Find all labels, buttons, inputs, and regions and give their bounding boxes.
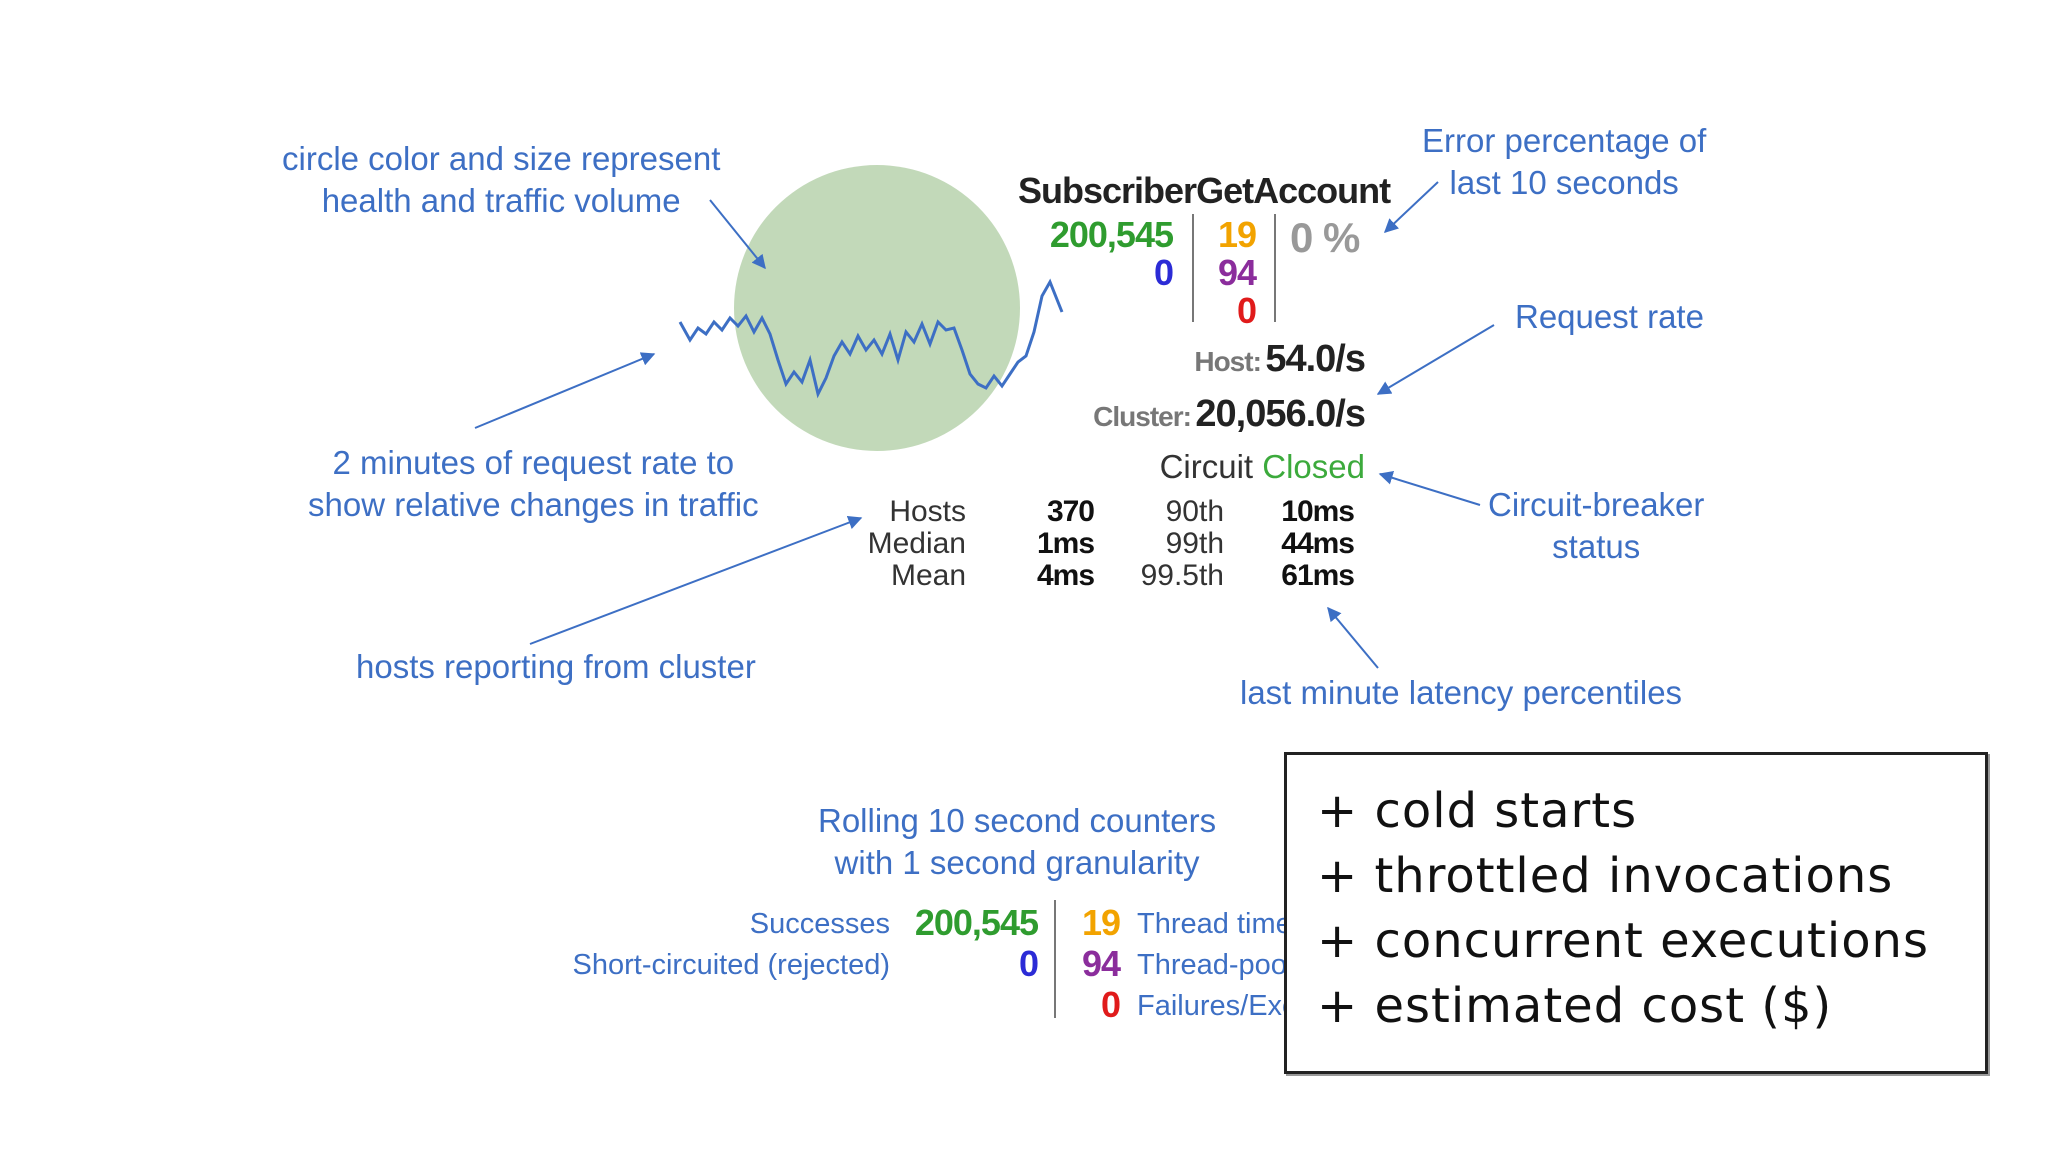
annotation-error-line2: last 10 seconds bbox=[1449, 164, 1679, 201]
counter-short-value: 0 bbox=[1018, 943, 1039, 984]
successes-label: Successes bbox=[749, 908, 890, 940]
rejected-count: 94 bbox=[1217, 252, 1257, 293]
circuit-label: Circuit bbox=[1159, 448, 1254, 485]
thread-timeout-label: Thread time bbox=[1137, 908, 1292, 940]
annotation-two-min-line2: show relative changes in traffic bbox=[308, 486, 759, 523]
annotation-breaker-line2: status bbox=[1552, 528, 1641, 565]
command-name: SubscriberGetAccount bbox=[1018, 170, 1391, 211]
hosts-value: 370 bbox=[1046, 495, 1095, 528]
host-rate-row: Host: 54.0/s bbox=[1194, 338, 1366, 381]
p99-value: 44ms bbox=[1281, 527, 1355, 560]
host-label: Host: bbox=[1194, 346, 1262, 377]
metrics-overlay-box: + cold starts + throttled invocations + … bbox=[1284, 752, 1988, 1074]
thread-pool-label: Thread-poo bbox=[1137, 949, 1287, 981]
annotation-two-min-line1: 2 minutes of request rate to bbox=[332, 444, 735, 481]
annotation-error-percentage: Error percentage of last 10 seconds bbox=[1422, 120, 1706, 204]
annotation-error-line1: Error percentage of bbox=[1422, 122, 1707, 159]
failures-label: Failures/Exc bbox=[1137, 990, 1297, 1022]
annotation-circle-line2: health and traffic volume bbox=[321, 182, 681, 219]
annotation-latency: last minute latency percentiles bbox=[1240, 674, 1683, 711]
p90-label: 90th bbox=[1165, 495, 1224, 528]
annotation-circle: circle color and size represent health a… bbox=[282, 138, 720, 222]
annotation-circuit-breaker: Circuit-breaker status bbox=[1488, 484, 1704, 568]
overlay-item-cold-starts: + cold starts bbox=[1317, 783, 1638, 839]
counter-pool-value: 94 bbox=[1081, 943, 1121, 984]
circuit-state: Closed bbox=[1262, 448, 1365, 485]
mean-value: 4ms bbox=[1036, 559, 1095, 592]
health-circle bbox=[734, 165, 1020, 451]
median-value: 1ms bbox=[1036, 527, 1095, 560]
divider-2 bbox=[1274, 214, 1276, 322]
overlay-item-throttled: + throttled invocations bbox=[1317, 848, 1894, 904]
short-circuited-label: Short-circuited (rejected) bbox=[572, 949, 891, 981]
annotation-two-minutes: 2 minutes of request rate to show relati… bbox=[308, 442, 759, 526]
counter-successes-value: 200,545 bbox=[914, 902, 1039, 943]
cluster-label: Cluster: bbox=[1093, 401, 1192, 432]
median-label: Median bbox=[867, 527, 966, 560]
p995-value: 61ms bbox=[1281, 559, 1355, 592]
annotation-rolling-line1: Rolling 10 second counters bbox=[818, 802, 1217, 839]
error-percentage: 0 % bbox=[1290, 214, 1360, 261]
counter-timeout-value: 19 bbox=[1081, 902, 1121, 943]
short-circuit-count: 0 bbox=[1153, 252, 1174, 293]
cluster-rate: 20,056.0/s bbox=[1195, 393, 1366, 435]
p99-label: 99th bbox=[1165, 527, 1224, 560]
timeout-count: 19 bbox=[1217, 214, 1257, 255]
annotation-circle-line1: circle color and size represent bbox=[282, 140, 721, 177]
mean-label: Mean bbox=[890, 559, 966, 592]
overlay-item-cost: + estimated cost ($) bbox=[1317, 978, 1833, 1034]
circuit-status: Circuit Closed bbox=[1160, 448, 1365, 486]
p90-value: 10ms bbox=[1281, 495, 1355, 528]
annotation-rolling-counters: Rolling 10 second counters with 1 second… bbox=[818, 800, 1216, 884]
divider-1 bbox=[1192, 214, 1194, 322]
counter-divider bbox=[1054, 900, 1056, 1018]
host-rate: 54.0/s bbox=[1265, 338, 1366, 380]
annotation-request-rate: Request rate bbox=[1515, 298, 1704, 335]
request-rate-sparkline bbox=[678, 278, 1064, 399]
counter-failure-value: 0 bbox=[1100, 984, 1121, 1025]
success-count: 200,545 bbox=[1049, 214, 1174, 255]
failure-count: 0 bbox=[1236, 290, 1257, 331]
p995-label: 99.5th bbox=[1140, 559, 1224, 592]
cluster-rate-row: Cluster: 20,056.0/s bbox=[1093, 393, 1366, 436]
annotation-breaker-line1: Circuit-breaker bbox=[1488, 486, 1705, 523]
overlay-item-concurrent: + concurrent executions bbox=[1317, 913, 1929, 969]
annotation-hosts-reporting: hosts reporting from cluster bbox=[356, 648, 756, 685]
annotation-rolling-line2: with 1 second granularity bbox=[834, 844, 1200, 881]
hosts-label: Hosts bbox=[889, 495, 966, 528]
